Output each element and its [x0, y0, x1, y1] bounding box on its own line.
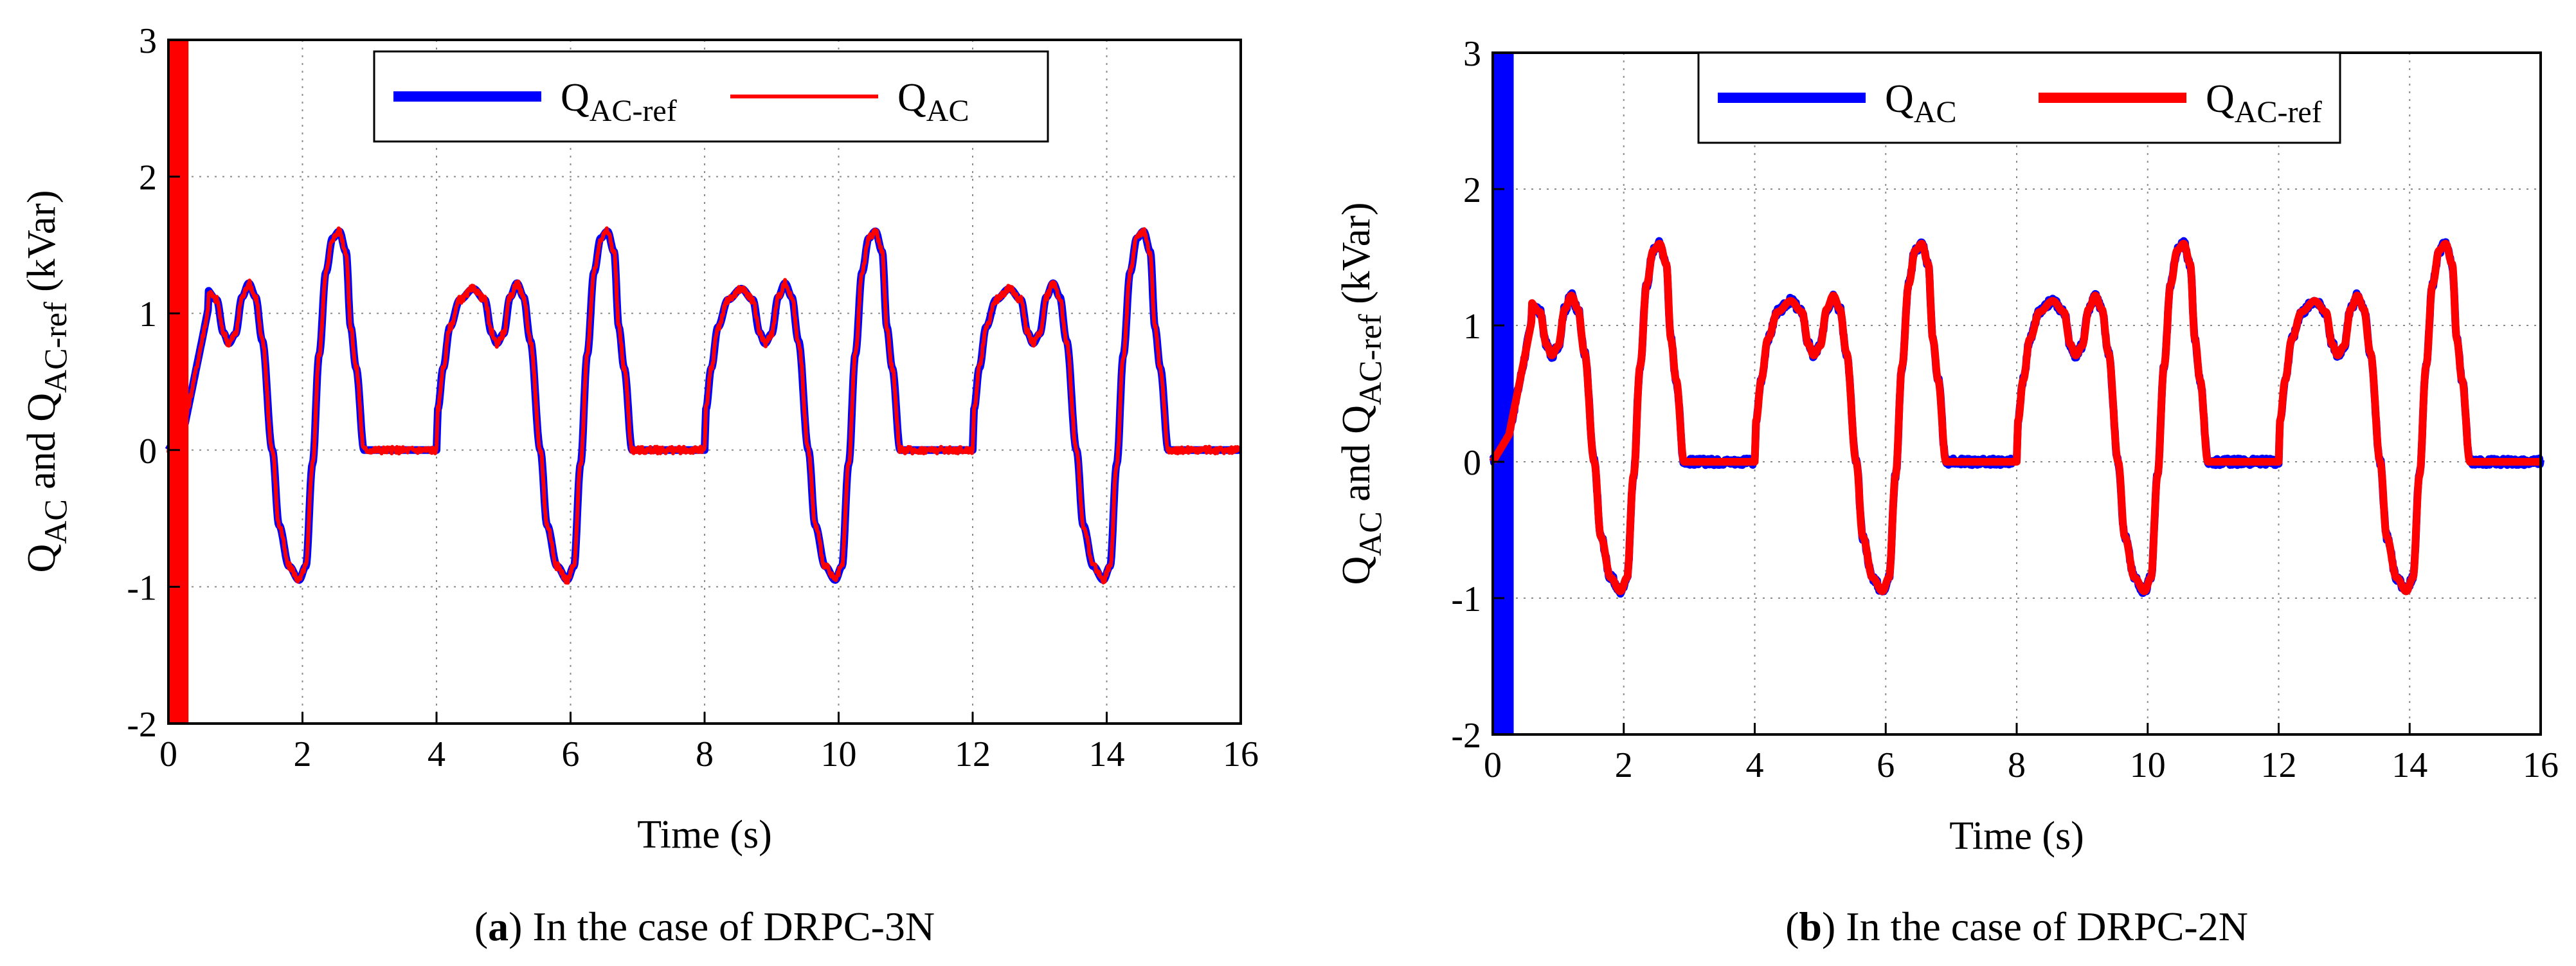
x-tick-label: 2 [294, 734, 312, 774]
x-tick-label: 12 [2261, 745, 2297, 785]
y-tick-label: -1 [127, 568, 157, 608]
x-tick-label: 0 [1484, 745, 1502, 785]
panel-caption: (a) In the case of DRPC-3N [474, 904, 935, 949]
x-tick-label: 14 [1089, 734, 1125, 774]
y-tick-label: 3 [139, 21, 157, 61]
y-tick-label: 1 [1463, 307, 1481, 347]
legend-entry: QAC [897, 76, 969, 128]
legend: QAC-ref QAC [373, 50, 1049, 143]
x-tick-label: 10 [821, 734, 857, 774]
y-tick-label: 2 [139, 158, 157, 198]
x-tick-label: 12 [955, 734, 991, 774]
series-Q_AC-ref [1489, 239, 2544, 596]
x-tick-label: 4 [1746, 745, 1764, 785]
plot-area [167, 39, 1242, 725]
x-tick-label: 10 [2130, 745, 2166, 785]
y-tick-label: 0 [1463, 443, 1481, 483]
x-tick-label: 6 [1877, 745, 1895, 785]
legend-entry: QAC-ref [2206, 77, 2322, 129]
y-tick-label: -2 [127, 705, 157, 745]
y-axis-label: QAC and QAC-ref (kVar) [20, 190, 73, 572]
series-layer [1489, 53, 2544, 734]
x-tick-label: 0 [159, 734, 177, 774]
x-axis-label: Time (s) [1949, 814, 2084, 858]
series-Q_AC [167, 40, 1242, 724]
panel-caption: (b) In the case of DRPC-2N [1785, 904, 2248, 949]
x-tick-label: 8 [696, 734, 714, 774]
startup-transient [170, 40, 189, 724]
x-tick-label: 14 [2391, 745, 2427, 785]
y-tick-label: -1 [1451, 579, 1481, 619]
x-tick-label: 8 [2008, 745, 2026, 785]
legend-entry: QAC-ref [561, 76, 677, 128]
x-tick-label: 2 [1615, 745, 1633, 785]
x-tick-label: 4 [428, 734, 446, 774]
series-line [1489, 239, 2544, 596]
y-tick-label: 3 [1463, 34, 1481, 74]
y-tick-label: 1 [139, 295, 157, 334]
y-tick-label: 2 [1463, 170, 1481, 210]
legend: QAC QAC-ref [1697, 51, 2341, 144]
series-line [167, 226, 1242, 585]
y-tick-label: -2 [1451, 716, 1481, 756]
y-tick-label: 0 [139, 432, 157, 471]
series-layer [165, 40, 1244, 724]
x-tick-label: 6 [562, 734, 580, 774]
x-axis-label: Time (s) [637, 813, 772, 857]
y-axis-label: QAC and QAC-ref (kVar) [1335, 202, 1388, 585]
legend-entry: QAC [1885, 77, 1956, 129]
x-tick-label: 16 [2523, 745, 2559, 785]
startup-transient [1494, 53, 1514, 734]
x-tick-label: 16 [1223, 734, 1259, 774]
